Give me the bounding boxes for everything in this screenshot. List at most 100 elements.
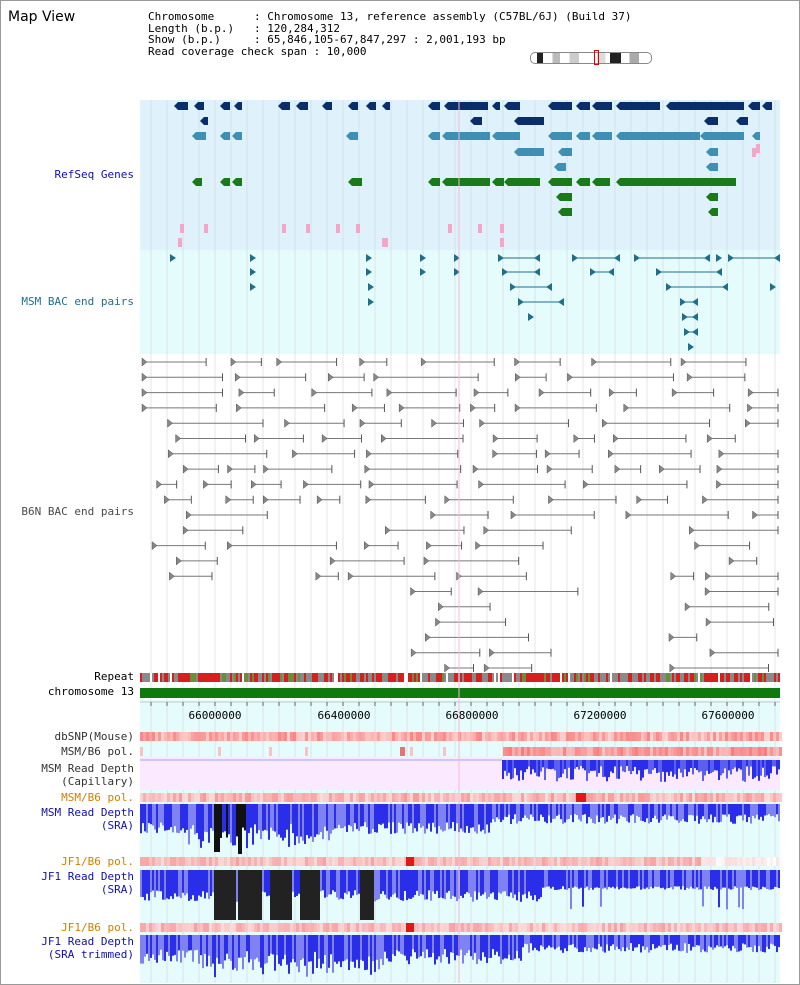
jf1-sra-depth-bar bbox=[208, 870, 210, 899]
b6n-bac-end-marker bbox=[263, 495, 269, 505]
dbsnp-density-cell bbox=[302, 732, 305, 741]
chromosome-ideogram[interactable] bbox=[530, 52, 652, 64]
jf1-sra-depth-bar bbox=[266, 870, 268, 897]
jf1-trimmed-depth-bar bbox=[362, 935, 364, 961]
jf1-sra-depth-bar bbox=[716, 870, 718, 889]
jf1-pol-trim-cell bbox=[779, 923, 782, 932]
track-label-msm-b6-pol-1[interactable]: MSM/B6 pol. bbox=[61, 745, 134, 758]
refseq-gene bbox=[740, 117, 748, 125]
repeat-element bbox=[224, 673, 226, 682]
jf1-trimmed-depth-bar bbox=[434, 935, 436, 965]
jf1-pol-trim-cell bbox=[701, 923, 704, 932]
capillary-depth-bar bbox=[504, 760, 506, 771]
jf1-pol-cell bbox=[686, 857, 689, 866]
jf1-trimmed-depth-bar bbox=[554, 935, 556, 950]
track-label-refseq[interactable]: RefSeq Genes bbox=[54, 168, 134, 181]
dbsnp-density-cell bbox=[518, 732, 521, 741]
jf1-sra-depth-bar bbox=[684, 870, 686, 890]
dbsnp-density-cell bbox=[251, 732, 254, 741]
jf1-sra-depth-bar bbox=[504, 870, 506, 892]
msm-sra-depth-bar bbox=[538, 804, 540, 821]
msm-pol-cell bbox=[674, 747, 677, 756]
bac-end-marker bbox=[692, 313, 698, 321]
msm-sra-depth-bar bbox=[478, 804, 480, 825]
repeat-element bbox=[418, 673, 420, 682]
msm-pol-sra-cell bbox=[323, 793, 326, 802]
jf1-trimmed-depth-bar bbox=[512, 935, 514, 961]
msm-sra-depth-bar bbox=[338, 804, 340, 825]
msm-sra-depth-bar bbox=[554, 804, 556, 819]
msm-sra-depth-bar bbox=[292, 804, 294, 834]
repeat-element bbox=[572, 673, 574, 682]
track-label-repeat[interactable]: Repeat bbox=[94, 670, 134, 683]
jf1-pol-trim-cell bbox=[509, 923, 512, 932]
track-label-jf1-b6-pol-1[interactable]: JF1/B6 pol. bbox=[61, 855, 134, 868]
track-label-jf1-b6-pol-2[interactable]: JF1/B6 pol. bbox=[61, 921, 134, 934]
gene-strand-arrow bbox=[428, 102, 432, 110]
track-label-dbsnp[interactable]: dbSNP(Mouse) bbox=[54, 730, 134, 743]
jf1-trimmed-depth-bar bbox=[700, 935, 702, 953]
repeat-element bbox=[330, 673, 332, 682]
msm-pol-sra-cell bbox=[305, 793, 308, 802]
jf1-pol-trim-cell bbox=[515, 923, 518, 932]
jf1-sra-depth-bar bbox=[528, 870, 530, 892]
jf1-trimmed-depth-bar bbox=[550, 935, 552, 948]
jf1-trimmed-depth-bar bbox=[532, 935, 534, 951]
msm-sra-depth-bar bbox=[614, 804, 616, 815]
capillary-depth-bar bbox=[728, 760, 730, 771]
jf1-pol-cell bbox=[386, 857, 389, 866]
jf1-trimmed-depth-bar bbox=[518, 935, 520, 959]
jf1-sra-depth-bar bbox=[380, 870, 382, 894]
msm-sra-depth-bar bbox=[262, 804, 264, 831]
jf1-pol-trim-cell bbox=[260, 923, 263, 932]
jf1-trimmed-depth-bar bbox=[222, 935, 224, 969]
jf1-pol-trim-cell bbox=[332, 923, 335, 932]
b6n-bac-end-marker bbox=[680, 357, 687, 367]
msm-pol-sra-cell bbox=[140, 793, 143, 802]
msm-sra-depth-bar bbox=[568, 804, 570, 819]
jf1-pol-cell bbox=[347, 857, 350, 866]
jf1-trimmed-depth-bar bbox=[264, 935, 266, 964]
track-label-msm-b6-pol-2[interactable]: MSM/B6 pol. bbox=[61, 791, 134, 804]
jf1-sra-depth-bar bbox=[530, 870, 532, 896]
capillary-depth-bar bbox=[540, 760, 542, 772]
refseq-gene bbox=[580, 102, 590, 110]
jf1-trimmed-depth-bar bbox=[710, 935, 712, 948]
msm-sra-depth-bar bbox=[706, 804, 708, 823]
jf1-trimmed-depth-bar bbox=[200, 935, 202, 956]
jf1-pol-cell bbox=[362, 857, 365, 866]
track-label-msm-depth-cap-1[interactable]: MSM Read Depth bbox=[41, 762, 134, 775]
msm-sra-depth-bar bbox=[140, 804, 142, 834]
jf1-trimmed-depth-bar bbox=[732, 935, 734, 946]
jf1-pol-trim-cell bbox=[266, 923, 269, 932]
msm-sra-depth-bar bbox=[332, 804, 334, 830]
msm-pol-sra-cell bbox=[314, 793, 317, 802]
msm-sra-depth-bar bbox=[142, 804, 144, 824]
msm-sra-depth-bar bbox=[622, 804, 624, 817]
dbsnp-density-cell bbox=[395, 732, 398, 741]
track-label-jf1-depth-sra-1[interactable]: JF1 Read Depth bbox=[41, 870, 134, 883]
msm-pol-sra-cell bbox=[269, 793, 272, 802]
jf1-sra-depth-bar bbox=[170, 870, 172, 897]
track-label-chromosome[interactable]: chromosome 13 bbox=[47, 685, 134, 698]
track-label-msm-depth-sra-1[interactable]: MSM Read Depth bbox=[41, 806, 134, 819]
msm-sra-depth-bar bbox=[444, 804, 446, 831]
track-label-jf1-depth-trim-1[interactable]: JF1 Read Depth bbox=[41, 935, 134, 948]
jf1-sra-depth-bar bbox=[734, 870, 736, 887]
jf1-trimmed-depth-bar bbox=[668, 935, 670, 945]
msm-sra-depth-bar bbox=[378, 804, 380, 825]
jf1-trimmed-depth-bar bbox=[268, 935, 270, 957]
msm-pol-sra-cell bbox=[611, 793, 614, 802]
track-label-b6n-bac[interactable]: B6N BAC end pairs bbox=[21, 505, 134, 518]
b6n-bac-end-marker bbox=[477, 586, 484, 597]
repeat-element bbox=[566, 673, 568, 682]
track-label-msm-bac[interactable]: MSM BAC end pairs bbox=[21, 295, 134, 308]
repeat-element bbox=[262, 673, 264, 682]
msm-sra-depth-bar bbox=[740, 804, 742, 816]
msm-pol-sra-cell bbox=[536, 793, 539, 802]
gene-strand-arrow bbox=[492, 178, 496, 186]
jf1-trimmed-depth-bar bbox=[276, 935, 278, 956]
repeat-element bbox=[652, 673, 654, 682]
msm-pol-cell bbox=[764, 747, 767, 756]
